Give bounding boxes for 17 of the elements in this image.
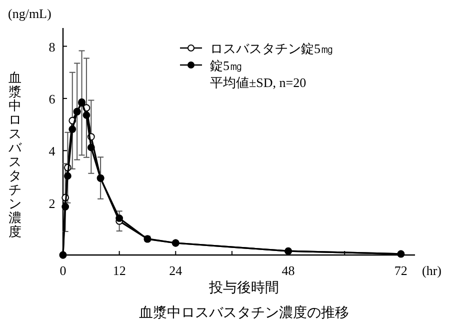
legend: ロスバスタチン錠5㎎ bbox=[210, 41, 334, 56]
annotation: (hr) bbox=[422, 263, 442, 278]
annotation: (ng/mL) bbox=[8, 6, 52, 21]
ylabel: 血漿中ロスバスタチン濃度 bbox=[8, 71, 22, 240]
xlabel: 投与後時間 bbox=[209, 280, 279, 296]
ytick: 6 bbox=[48, 91, 56, 106]
xtick: 24 bbox=[169, 263, 182, 278]
legend: 錠5㎎ bbox=[210, 58, 242, 73]
xtick: 0 bbox=[60, 263, 66, 278]
xtick: 72 bbox=[394, 263, 408, 278]
xtick: 48 bbox=[282, 263, 295, 278]
title: 血漿中ロスバスタチン濃度の推移 bbox=[139, 305, 349, 321]
annotation: 平均値±SD, n=20 bbox=[210, 75, 306, 90]
xtick: 12 bbox=[112, 263, 126, 278]
ytick: 2 bbox=[48, 196, 56, 211]
ytick: 4 bbox=[48, 144, 56, 159]
ytick: 8 bbox=[48, 39, 56, 54]
